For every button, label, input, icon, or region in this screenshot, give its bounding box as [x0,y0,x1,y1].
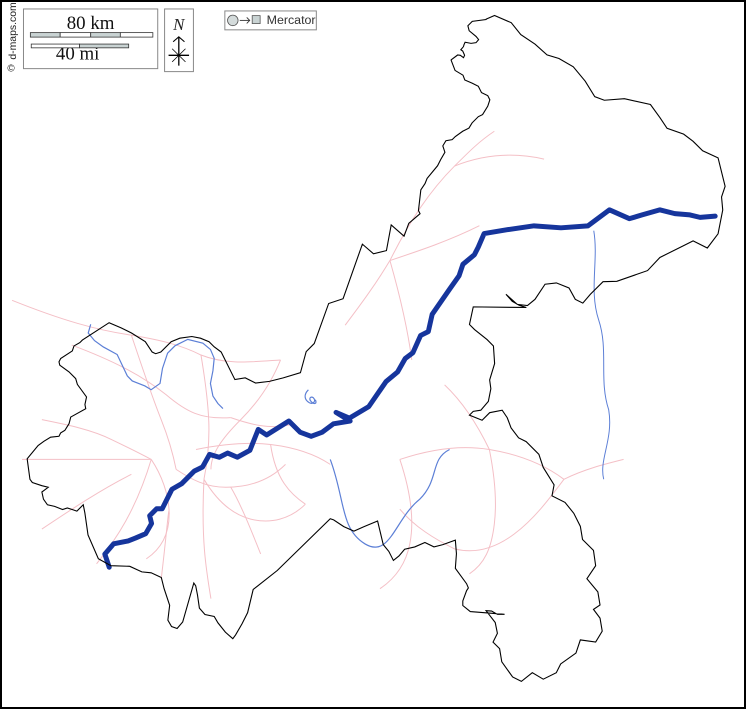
svg-text:d-maps.com: d-maps.com [8,2,19,59]
svg-text:N: N [172,15,186,34]
svg-text:Mercator: Mercator [267,13,316,27]
svg-text:©: © [7,64,15,75]
svg-text:80 km: 80 km [67,13,115,34]
